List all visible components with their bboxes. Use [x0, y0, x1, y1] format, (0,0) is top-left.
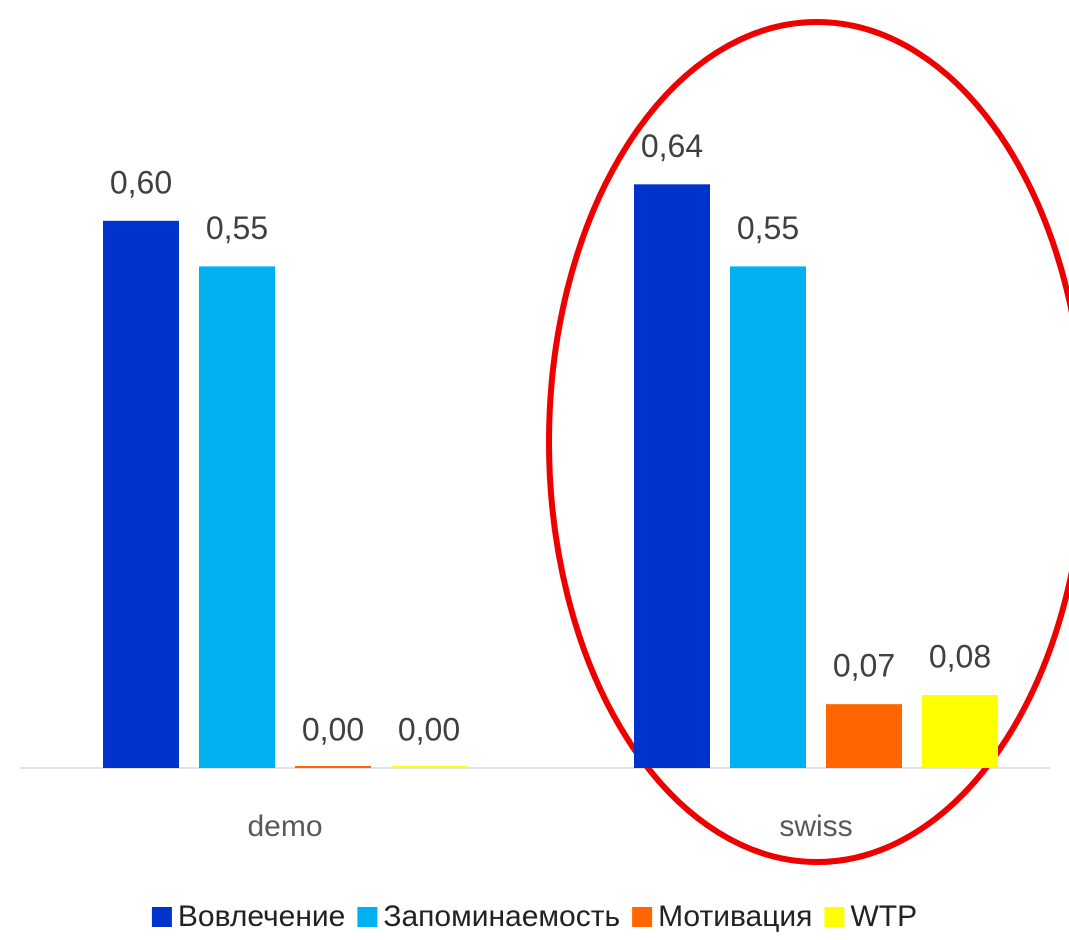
bar — [634, 184, 710, 768]
value-label: 0,00 — [398, 711, 460, 747]
bar — [922, 695, 998, 768]
value-label: 0,55 — [737, 210, 799, 246]
bar — [826, 704, 902, 768]
value-label: 0,00 — [302, 711, 364, 747]
bar — [391, 766, 467, 768]
x-tick-label: demo — [247, 810, 322, 843]
value-label: 0,55 — [206, 210, 268, 246]
bar — [730, 266, 806, 768]
bar — [199, 266, 275, 768]
legend-label: Запоминаемость — [383, 900, 620, 933]
value-label: 0,64 — [641, 128, 703, 164]
legend-swatch — [151, 907, 172, 927]
bar — [103, 220, 179, 769]
value-label: 0,07 — [833, 648, 895, 684]
highlight-ellipse — [546, 19, 1069, 865]
x-tick-label: swiss — [779, 810, 852, 843]
legend-swatch — [824, 907, 845, 927]
legend-label: WTP — [850, 900, 917, 933]
legend-label: Мотивация — [658, 900, 812, 933]
bar — [295, 766, 371, 768]
legend-swatch — [357, 907, 378, 927]
legend-label: Вовлечение — [178, 900, 345, 933]
value-label: 0,60 — [110, 164, 172, 200]
value-label: 0,08 — [929, 638, 991, 674]
legend-swatch — [632, 907, 653, 927]
